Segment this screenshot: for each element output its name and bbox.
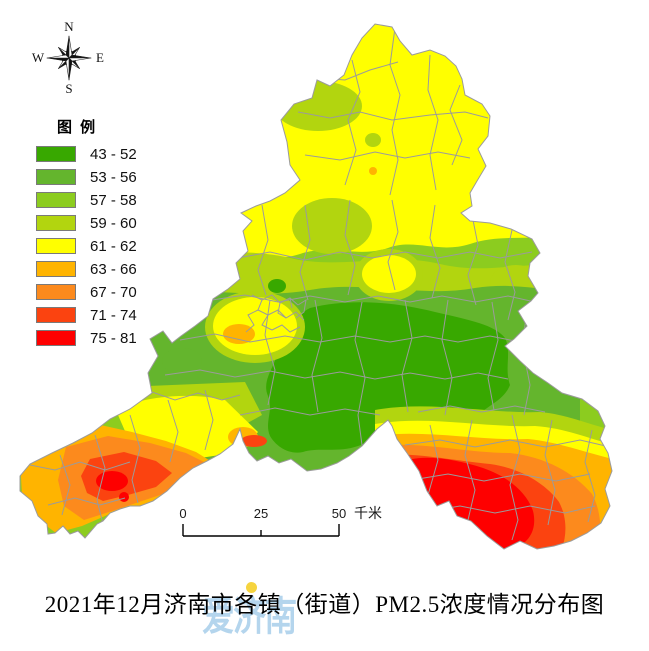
- township-boundaries: [29, 27, 611, 546]
- legend-swatch: [36, 307, 76, 323]
- compass-label-e: E: [96, 50, 104, 65]
- watermark-logo-dot: [246, 582, 257, 593]
- legend-swatch: [36, 238, 76, 254]
- scale-unit: 千米: [354, 505, 382, 521]
- legend-item: 67 - 70: [36, 283, 137, 301]
- legend-label: 71 - 74: [90, 306, 137, 324]
- legend-label: 53 - 56: [90, 168, 137, 186]
- legend-label: 57 - 58: [90, 191, 137, 209]
- compass-label-w: W: [32, 50, 45, 65]
- legend-item: 71 - 74: [36, 306, 137, 324]
- legend: 图 例 43 - 52 53 - 56 57 - 58 59 - 60 61 -…: [36, 116, 137, 353]
- legend-item: 59 - 60: [36, 214, 137, 232]
- legend-item: 63 - 66: [36, 260, 137, 278]
- legend-item: 53 - 56: [36, 168, 137, 186]
- legend-swatch: [36, 215, 76, 231]
- legend-label: 61 - 62: [90, 237, 137, 255]
- legend-label: 67 - 70: [90, 283, 137, 301]
- legend-swatch: [36, 192, 76, 208]
- compass-label-n: N: [64, 19, 74, 34]
- compass-label-s: S: [65, 81, 72, 96]
- legend-label: 43 - 52: [90, 145, 137, 163]
- legend-swatch: [36, 261, 76, 277]
- legend-label: 63 - 66: [90, 260, 137, 278]
- legend-item: 75 - 81: [36, 329, 137, 347]
- legend-swatch: [36, 169, 76, 185]
- legend-item: 43 - 52: [36, 145, 137, 163]
- legend-swatch: [36, 284, 76, 300]
- legend-swatch: [36, 330, 76, 346]
- map-title: 2021年12月济南市各镇（街道）PM2.5浓度情况分布图: [44, 592, 605, 617]
- scale-label-25: 25: [254, 506, 268, 521]
- legend-label: 75 - 81: [90, 329, 137, 347]
- legend-item: 57 - 58: [36, 191, 137, 209]
- legend-title: 图 例: [57, 119, 98, 136]
- scale-bar: 0 25 50 千米: [179, 505, 382, 537]
- legend-item: 61 - 62: [36, 237, 137, 255]
- scale-label-0: 0: [179, 506, 186, 521]
- scale-label-50: 50: [332, 506, 346, 521]
- compass-rose: N E S W: [32, 19, 104, 96]
- jinan-boundary: [19, 23, 613, 550]
- watermark: 爱济南: [202, 595, 297, 639]
- legend-swatch: [36, 146, 76, 162]
- legend-label: 59 - 60: [90, 214, 137, 232]
